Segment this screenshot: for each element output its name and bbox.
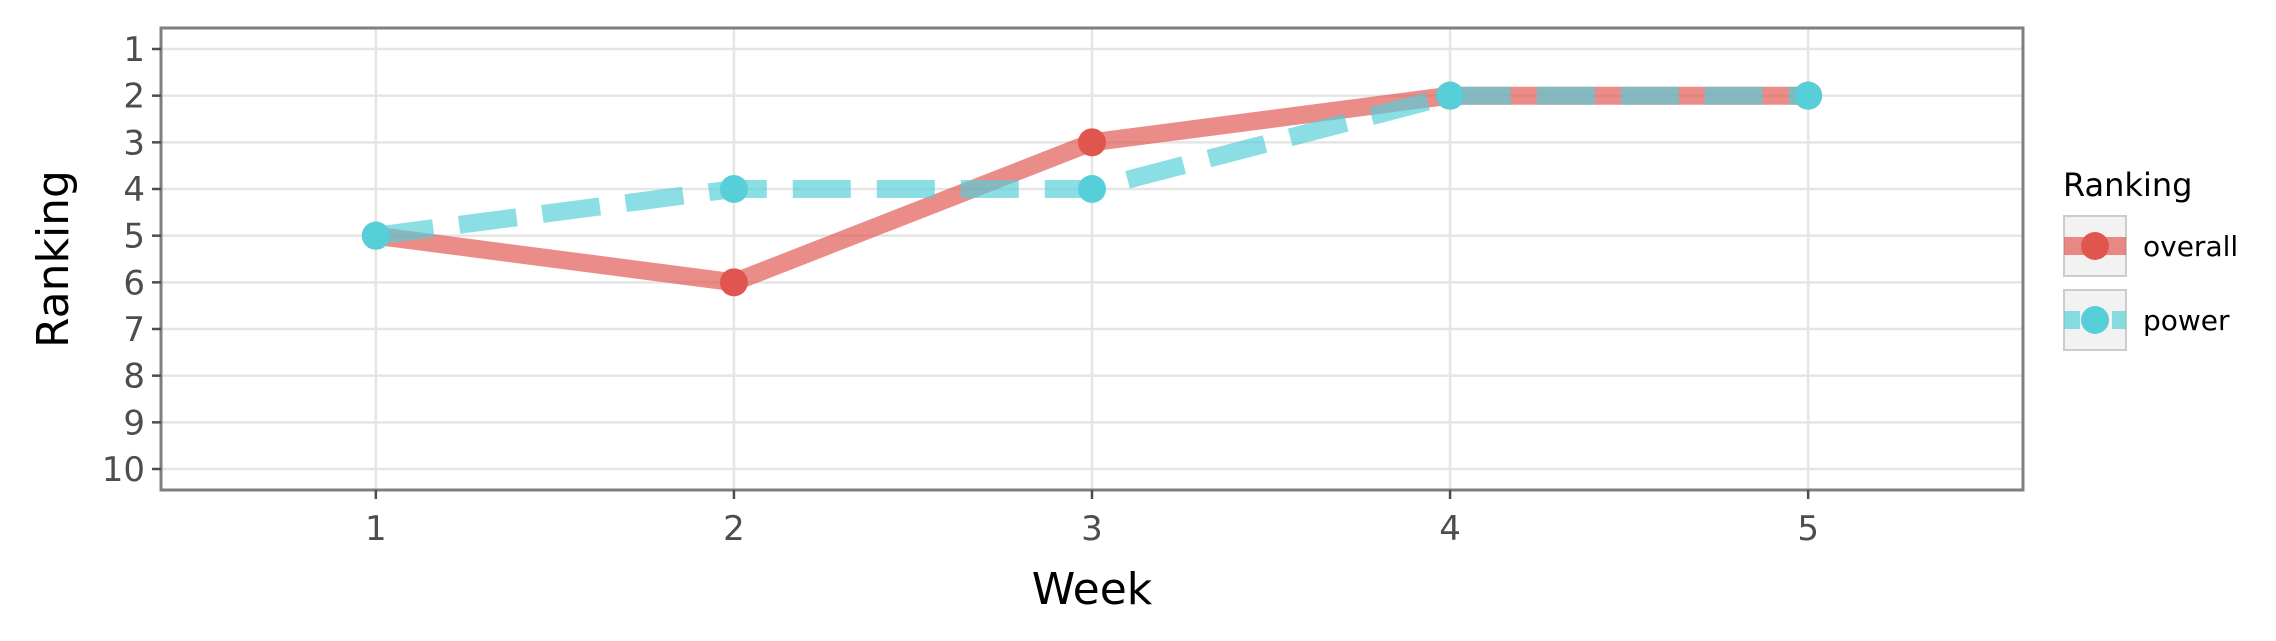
x-tick-label: 1 (365, 509, 387, 549)
legend-title: Ranking (2063, 166, 2192, 204)
legend-label: overall (2143, 230, 2238, 263)
legend-key-point (2081, 306, 2109, 334)
data-point-power (719, 175, 748, 203)
x-tick-label: 5 (1797, 509, 1819, 549)
y-tick-label: 5 (123, 217, 145, 257)
axis-ticks: 1 2 3 4 5 6 7 8 9 10 1 2 3 4 5 (102, 30, 1819, 549)
y-tick-label: 7 (123, 310, 145, 350)
legend-key-point (2081, 232, 2109, 260)
y-tick-label: 3 (123, 123, 145, 163)
x-axis-title: Week (1032, 564, 1153, 615)
y-axis-title: Ranking (28, 170, 79, 348)
x-tick-label: 2 (723, 509, 745, 549)
y-tick-label: 2 (123, 77, 145, 117)
data-point-power (1078, 175, 1106, 203)
series-points (361, 81, 1823, 297)
data-point-power (1794, 81, 1823, 110)
y-tick-label: 8 (123, 357, 145, 397)
y-tick-label: 9 (123, 403, 145, 443)
data-point-power (361, 221, 390, 250)
data-point-overall (719, 268, 748, 297)
data-point-power (1436, 81, 1465, 110)
data-point-overall (1078, 128, 1106, 157)
x-tick-label: 3 (1081, 509, 1103, 549)
legend-item-overall: overall (2063, 215, 2238, 277)
y-tick-label: 10 (102, 450, 145, 490)
y-tick-label: 6 (123, 263, 145, 303)
y-tick-label: 1 (123, 30, 145, 70)
y-tick-label: 4 (123, 170, 145, 210)
legend-item-power: power (2063, 289, 2230, 351)
x-tick-label: 4 (1439, 509, 1461, 549)
grid (161, 28, 2023, 490)
legend-items: overall power (2063, 215, 2238, 351)
legend-label: power (2143, 304, 2230, 337)
legend: Ranking overall power (2063, 166, 2238, 351)
